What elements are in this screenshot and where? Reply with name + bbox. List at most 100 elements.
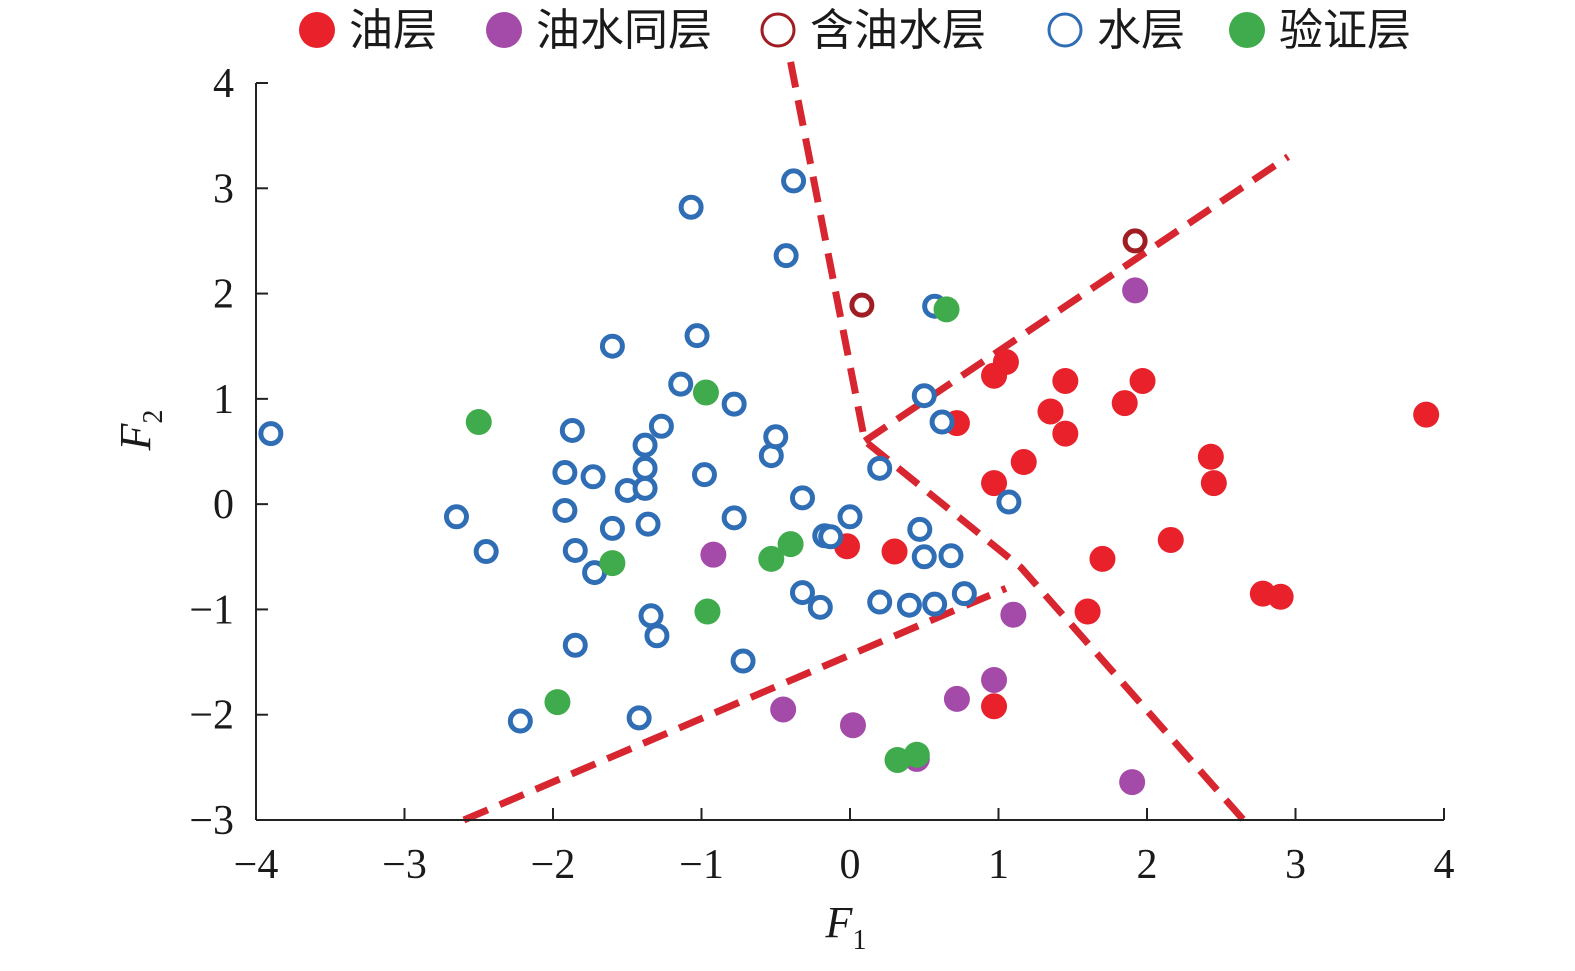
data-point	[721, 505, 747, 531]
data-point	[867, 455, 893, 481]
data-point	[911, 383, 937, 409]
data-point	[691, 462, 717, 488]
data-point	[1052, 420, 1079, 447]
data-point	[1122, 228, 1148, 254]
y-tick-label: −2	[189, 693, 234, 739]
data-point	[552, 460, 578, 486]
data-point	[933, 296, 960, 323]
data-point	[781, 168, 807, 194]
plot-area	[258, 61, 1440, 824]
data-point	[694, 598, 721, 625]
series-含油水层	[849, 228, 1148, 318]
data-point	[1119, 769, 1146, 796]
x-tick-label: −4	[234, 842, 279, 888]
data-point	[443, 504, 469, 530]
data-point	[1249, 580, 1276, 607]
data-point	[473, 539, 499, 565]
data-point	[1122, 277, 1149, 304]
data-point	[1000, 601, 1027, 628]
data-point	[903, 741, 930, 768]
series-水层	[258, 168, 1022, 734]
legend-label: 油层	[349, 5, 437, 56]
data-point	[758, 545, 785, 572]
data-point	[632, 455, 658, 481]
data-point	[638, 603, 664, 629]
data-point	[721, 391, 747, 417]
data-point	[684, 323, 710, 349]
data-point	[559, 417, 585, 443]
data-point	[1089, 545, 1116, 572]
legend-marker	[1047, 12, 1083, 48]
y-axis-label-subscript: 2	[138, 410, 169, 424]
data-point	[1200, 470, 1227, 497]
boundary-line	[462, 585, 1008, 824]
data-point	[544, 689, 571, 716]
x-tick-label: 4	[1434, 842, 1455, 888]
y-axis-label: F2	[111, 410, 169, 452]
y-tick-label: 3	[213, 166, 234, 212]
data-point	[580, 464, 606, 490]
data-point	[896, 592, 922, 618]
data-point	[562, 537, 588, 563]
data-point	[981, 693, 1008, 720]
y-axis-label-main: F	[111, 422, 160, 451]
legend-marker	[486, 12, 522, 48]
data-point	[648, 413, 674, 439]
data-point	[867, 589, 893, 615]
data-point	[907, 516, 933, 542]
legend-label: 油水同层	[536, 5, 712, 56]
data-point	[635, 511, 661, 537]
data-point	[632, 475, 658, 501]
data-point	[981, 470, 1008, 497]
data-point	[507, 708, 533, 734]
data-point	[922, 591, 948, 617]
legend-label: 水层	[1097, 5, 1185, 56]
data-point	[996, 489, 1022, 515]
y-tick-label: −1	[189, 587, 234, 633]
data-point	[626, 705, 652, 731]
data-point	[881, 538, 908, 565]
data-point	[770, 696, 797, 723]
data-point	[807, 594, 833, 620]
x-axis-label-main: F	[825, 898, 854, 947]
y-tick-label: 1	[213, 377, 234, 423]
data-point	[1197, 443, 1224, 470]
x-tick-label: −3	[382, 842, 427, 888]
data-point	[465, 409, 492, 436]
data-point	[789, 580, 815, 606]
data-point	[562, 632, 588, 658]
data-point	[839, 712, 866, 739]
data-point	[1129, 367, 1156, 394]
data-point	[668, 371, 694, 397]
data-point	[818, 524, 844, 550]
data-point	[837, 504, 863, 530]
data-point	[929, 409, 955, 435]
data-point	[1111, 390, 1138, 417]
data-point	[789, 485, 815, 511]
x-tick-label: 3	[1285, 842, 1306, 888]
data-point	[692, 379, 719, 406]
data-point	[1052, 367, 1079, 394]
data-point	[678, 194, 704, 220]
data-point	[911, 544, 937, 570]
data-point	[552, 497, 578, 523]
data-point	[599, 333, 625, 359]
series-油层	[834, 349, 1440, 720]
y-tick-label: 0	[213, 482, 234, 528]
data-point	[599, 515, 625, 541]
data-point	[599, 550, 626, 577]
data-point	[1413, 401, 1440, 428]
data-point	[1074, 598, 1101, 625]
boundary-line	[787, 61, 1247, 823]
x-tick-label: 2	[1137, 842, 1158, 888]
data-point	[730, 648, 756, 674]
data-point	[981, 362, 1008, 389]
x-tick-label: −1	[679, 842, 724, 888]
data-point	[981, 666, 1008, 693]
x-axis-label: F1	[825, 898, 867, 956]
data-point	[258, 421, 284, 447]
data-point	[951, 581, 977, 607]
legend-marker	[299, 12, 335, 48]
